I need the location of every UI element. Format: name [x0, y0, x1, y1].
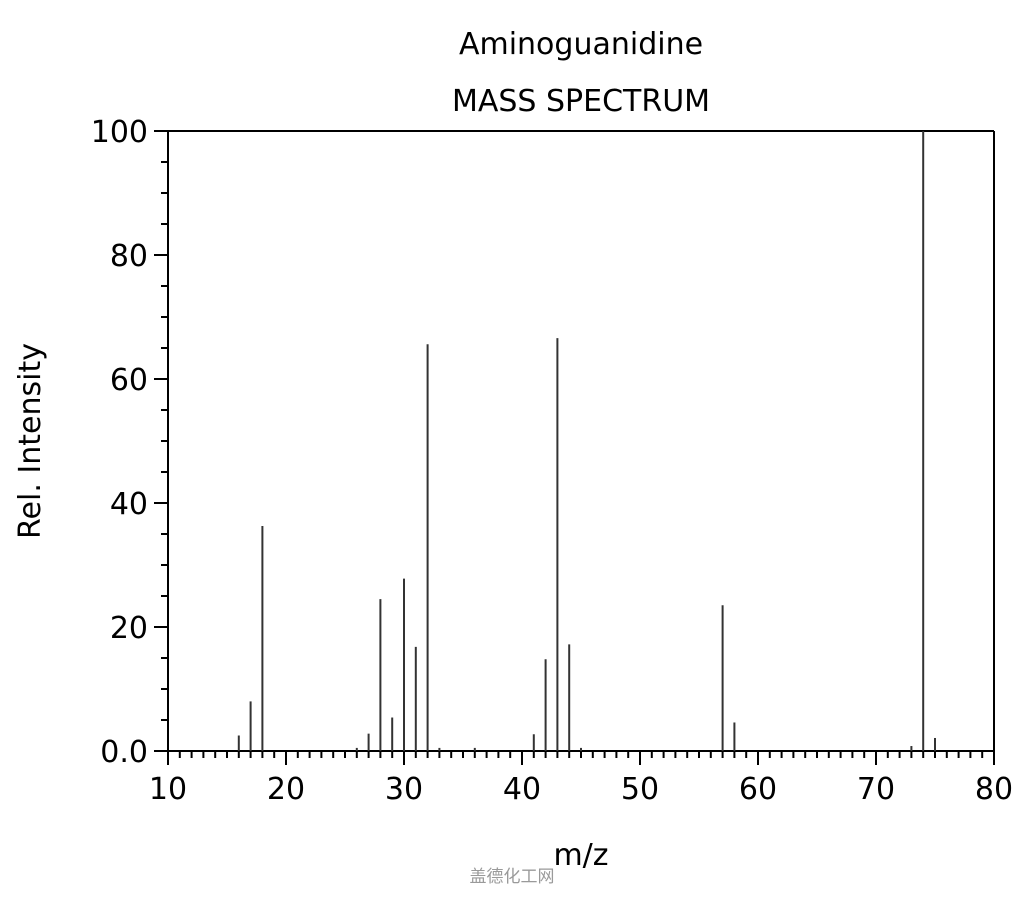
x-tick-label: 70 [857, 772, 895, 807]
x-tick-label: 20 [267, 772, 305, 807]
x-tick-label: 10 [149, 772, 187, 807]
chart-subtitle: MASS SPECTRUM [452, 84, 710, 119]
x-tick-label: 50 [621, 772, 659, 807]
x-axis-ticks: 10 20 30 40 50 60 70 80 [149, 751, 1013, 807]
y-axis-ticks: 0.0 20 40 60 80 100 [91, 115, 168, 770]
x-tick-label: 40 [503, 772, 541, 807]
x-tick-label: 60 [739, 772, 777, 807]
x-tick-label: 80 [975, 772, 1013, 807]
y-tick-label: 60 [110, 363, 148, 398]
chart-title: Aminoguanidine [459, 27, 703, 62]
y-tick-label: 40 [110, 487, 148, 522]
x-tick-label: 30 [385, 772, 423, 807]
spectrum-peaks [237, 131, 936, 751]
x-axis-label: m/z [553, 838, 608, 873]
y-axis-label: Rel. Intensity [13, 343, 48, 539]
y-tick-label: 80 [110, 239, 148, 274]
plot-frame [167, 130, 995, 752]
y-tick-label: 20 [110, 611, 148, 646]
y-tick-label: 100 [91, 115, 148, 150]
y-tick-label: 0.0 [100, 735, 148, 770]
watermark-text: 盖德化工网 [470, 867, 555, 887]
